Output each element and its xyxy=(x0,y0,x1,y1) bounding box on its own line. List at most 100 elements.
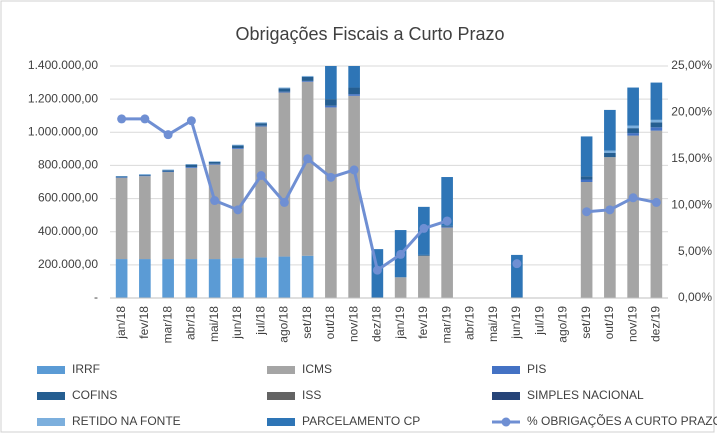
x-tick-label: nov/19 xyxy=(625,306,639,342)
line-marker xyxy=(303,154,312,163)
bar-segment xyxy=(139,175,151,176)
bar-segment xyxy=(186,167,198,168)
bar-segment xyxy=(627,128,639,133)
bar-segment xyxy=(651,131,663,298)
x-tick-label: set/19 xyxy=(579,306,593,339)
x-tick-label: mar/18 xyxy=(160,306,174,344)
y-tick-label: - xyxy=(94,290,98,304)
bar-segment xyxy=(255,257,267,298)
bar-segment xyxy=(209,165,221,259)
legend-swatch xyxy=(267,366,295,374)
legend-swatch xyxy=(267,392,295,400)
y-tick-label: 1.200.000,00 xyxy=(28,91,98,105)
y-tick-label: 400.000,00 xyxy=(38,224,98,238)
bar-segment xyxy=(232,258,244,298)
bar-segment xyxy=(279,88,291,89)
bar-segment xyxy=(255,126,267,127)
bar-segment xyxy=(302,76,314,77)
line-marker xyxy=(443,216,452,225)
x-tick-label: dez/18 xyxy=(370,306,384,342)
bar-segment xyxy=(116,177,128,178)
bar-segment xyxy=(604,110,616,151)
bar-segment xyxy=(627,88,639,126)
bar-segment xyxy=(139,176,151,259)
y-tick-label: 600.000,00 xyxy=(38,191,98,205)
bar-segment xyxy=(581,176,593,179)
bar-segment xyxy=(441,228,453,298)
bar-segment xyxy=(325,106,337,108)
bar-segment xyxy=(348,88,360,95)
bar-segment xyxy=(325,63,337,99)
chart-title: Obrigações Fiscais a Curto Prazo xyxy=(235,24,504,44)
bar-segment xyxy=(279,93,291,257)
bar-segment xyxy=(651,83,663,120)
legend-label: IRRF xyxy=(72,362,100,376)
bar-segment xyxy=(581,180,593,182)
bar-segment xyxy=(348,96,360,298)
legend-label: ISS xyxy=(302,388,321,402)
legend-label: PARCELAMENTO CP xyxy=(302,414,420,428)
y2-tick-label: 0,00% xyxy=(678,290,712,304)
x-tick-label: mar/19 xyxy=(439,306,453,344)
line-marker xyxy=(326,173,335,182)
x-tick-label: ago/19 xyxy=(556,306,570,343)
x-tick-label: jun/18 xyxy=(230,306,244,340)
bar-segment xyxy=(627,126,639,128)
x-tick-label: fev/19 xyxy=(416,306,430,339)
legend-swatch xyxy=(267,418,295,426)
bar-segment xyxy=(209,259,221,298)
x-tick-label: dez/19 xyxy=(649,306,663,342)
bar-segment xyxy=(604,153,616,157)
bar-segment xyxy=(139,174,151,175)
bar-segment xyxy=(441,226,453,227)
x-tick-label: set/18 xyxy=(300,306,314,339)
line-marker xyxy=(512,259,521,268)
line-marker xyxy=(280,198,289,207)
y2-tick-label: 25,00% xyxy=(671,58,712,72)
bar-segment xyxy=(116,259,128,298)
legend-swatch xyxy=(492,366,520,374)
y-tick-label: 1.400.000,00 xyxy=(28,58,98,72)
bar-segment xyxy=(302,77,314,81)
legend-swatch xyxy=(492,392,520,400)
bar-segment xyxy=(395,277,407,298)
bar-segment xyxy=(232,145,244,146)
legend-label: COFINS xyxy=(72,388,117,402)
bar-segment xyxy=(302,81,314,82)
bar-segment xyxy=(116,178,128,259)
bar-segment xyxy=(651,122,663,127)
y-tick-label: 200.000,00 xyxy=(38,257,98,271)
line-marker xyxy=(605,205,614,214)
line-marker xyxy=(373,266,382,275)
bar-segment xyxy=(279,92,291,93)
line-marker xyxy=(396,250,405,259)
legend-swatch xyxy=(37,418,65,426)
bar-segment xyxy=(255,123,267,125)
x-tick-label: fev/18 xyxy=(137,306,151,339)
bar-segment xyxy=(302,256,314,298)
bar-segment xyxy=(418,256,430,298)
y2-tick-label: 10,00% xyxy=(671,197,712,211)
legend-label: ICMS xyxy=(302,362,332,376)
bar-segment xyxy=(348,94,360,96)
y2-tick-label: 20,00% xyxy=(671,105,712,119)
legend-label: PIS xyxy=(527,362,546,376)
bar-segment xyxy=(604,157,616,298)
legend-label: SIMPLES NACIONAL xyxy=(527,388,644,402)
bar-segment xyxy=(186,259,198,298)
bar-segment xyxy=(162,259,174,298)
y2-tick-label: 5,00% xyxy=(678,244,712,258)
bar-segment xyxy=(325,99,337,106)
bar-segment xyxy=(441,227,453,228)
line-marker xyxy=(652,198,661,207)
bar-segment xyxy=(604,151,616,153)
x-tick-label: jul/18 xyxy=(253,306,267,336)
x-tick-label: jun/19 xyxy=(509,306,523,340)
bar-segment xyxy=(651,127,663,130)
line-marker xyxy=(210,196,219,205)
bar-segment xyxy=(186,165,198,167)
x-tick-label: abr/18 xyxy=(184,306,198,340)
bar-segment xyxy=(627,133,639,135)
bar-segment xyxy=(139,259,151,298)
